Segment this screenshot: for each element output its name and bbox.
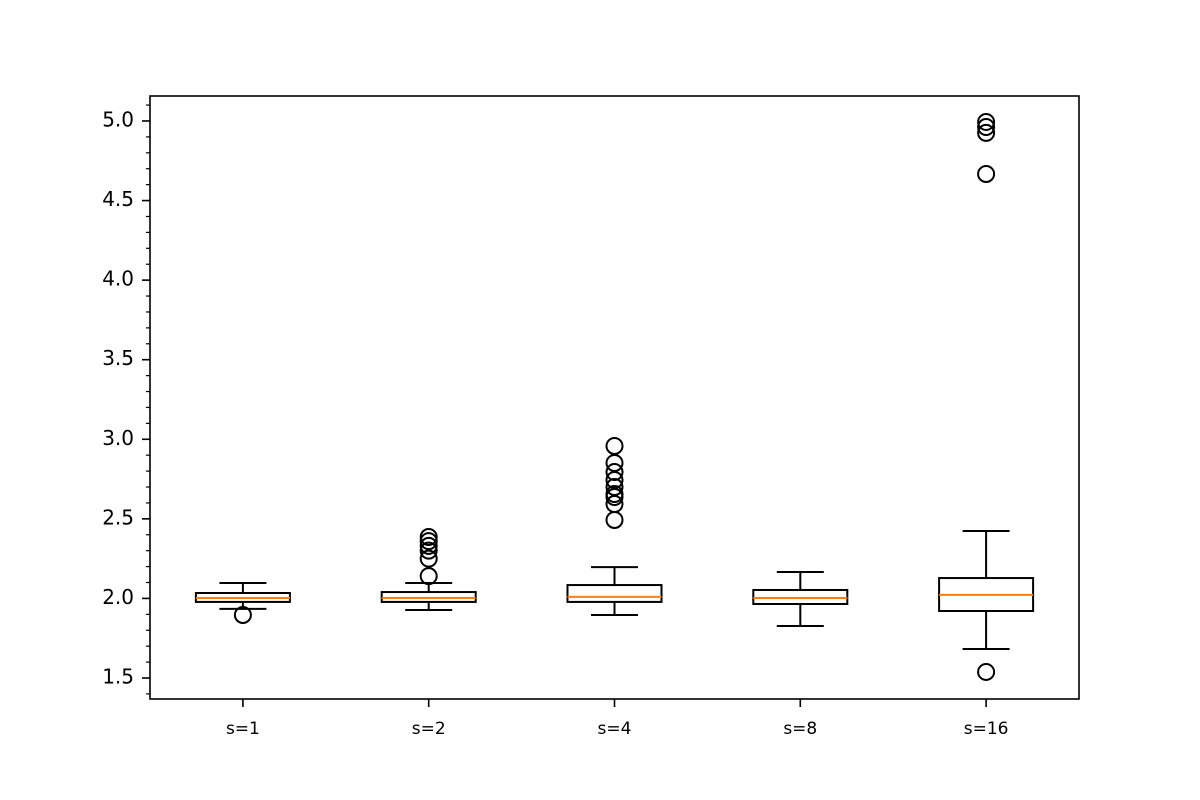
outlier [977,164,996,183]
x-tick-label: s=8 [783,719,817,739]
x-tick-label: s=2 [412,719,446,739]
x-tick-label: s=16 [964,719,1009,739]
outlier [605,471,624,490]
y-tick-label: 4.5 [102,187,134,211]
outlier [419,549,438,568]
y-tick-label: 1.5 [102,664,134,688]
y-tick-label: 5.0 [102,107,134,131]
outlier [419,536,438,555]
x-tick-label: s=1 [226,719,260,739]
y-tick-label: 3.0 [102,426,134,450]
outlier [605,436,624,455]
outlier [233,605,252,624]
y-tick-label: 3.5 [102,346,134,370]
plot-frame [149,95,1080,700]
outlier [977,118,996,137]
outlier [419,527,438,546]
outlier [977,662,996,681]
outlier [605,510,624,529]
y-tick-label: 4.0 [102,267,134,291]
outlier [419,567,438,586]
y-tick-label: 2.0 [102,585,134,609]
y-tick-label: 2.5 [102,505,134,529]
outlier [605,453,624,472]
outlier [977,112,996,131]
outlier [977,123,996,142]
outlier [419,541,438,560]
outlier [419,532,438,551]
outlier [605,488,624,507]
outlier [605,478,624,497]
x-tick-label: s=4 [598,719,632,739]
box [566,584,663,603]
outlier [605,463,624,482]
